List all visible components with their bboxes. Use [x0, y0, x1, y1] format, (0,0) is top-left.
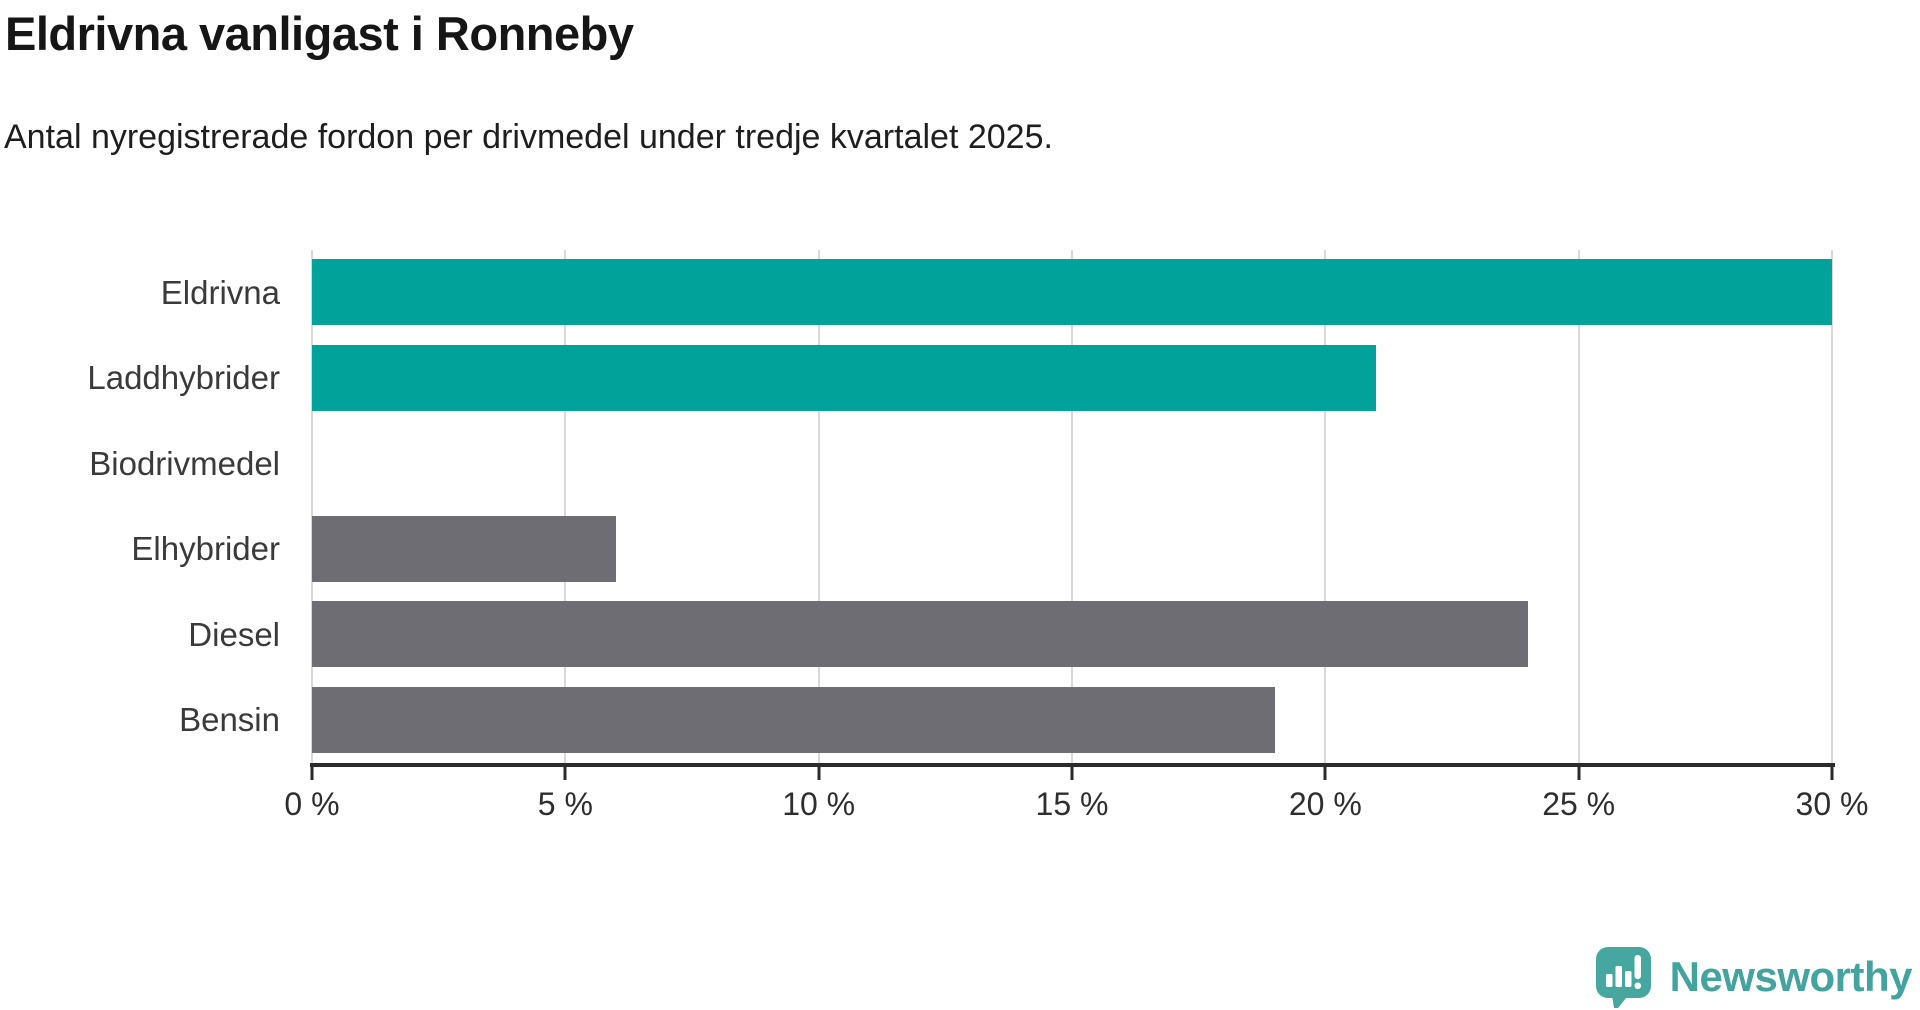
newsworthy-logo-icon: [1595, 946, 1652, 1008]
x-tick-label-5: 5 %: [537, 786, 593, 822]
category-label-laddhybrider: Laddhybrider: [87, 359, 280, 397]
x-tick-label-10: 10 %: [782, 786, 856, 822]
bar-eldrivna: [312, 259, 1832, 325]
gridline-20: [1324, 250, 1327, 763]
x-axis-line: [310, 763, 1835, 767]
bar-diesel: [312, 601, 1528, 667]
category-label-bensin: Bensin: [179, 701, 280, 739]
category-label-eldrivna: Eldrivna: [160, 273, 280, 311]
category-label-elhybrider: Elhybrider: [131, 530, 280, 568]
x-tick-label-0: 0 %: [284, 786, 340, 822]
x-tick-10: [817, 767, 821, 780]
gridline-5: [564, 250, 567, 763]
category-label-biodrivmedel: Biodrivmedel: [89, 444, 280, 482]
gridline-0: [311, 250, 313, 763]
gridline-30: [1831, 250, 1833, 763]
bar-laddhybrider: [312, 344, 1376, 411]
x-tick-label-30: 30 %: [1795, 786, 1869, 822]
x-tick-label-15: 15 %: [1035, 786, 1109, 822]
newsworthy-logo-text: Newsworthy: [1669, 953, 1913, 1000]
chart-subtitle: Antal nyregistrerade fordon per drivmede…: [4, 118, 1053, 156]
chart-title: Eldrivna vanligast i Ronneby: [5, 7, 634, 60]
x-tick-label-20: 20 %: [1288, 786, 1362, 822]
plot-area: [311, 250, 1833, 763]
bar-elhybrider: [312, 515, 616, 582]
x-tick-label-25: 25 %: [1542, 786, 1616, 822]
x-tick-25: [1577, 767, 1581, 780]
gridline-15: [1071, 250, 1073, 763]
category-axis: Eldrivna Laddhybrider Biodrivmedel Elhybrid…: [0, 250, 296, 763]
x-tick-5: [563, 767, 567, 780]
x-tick-15: [1070, 767, 1074, 780]
x-tick-30: [1830, 767, 1834, 780]
x-tick-20: [1323, 767, 1327, 780]
newsworthy-logo: Newsworthy: [1595, 946, 1913, 1008]
gridline-25: [1577, 250, 1580, 763]
category-label-diesel: Diesel: [188, 615, 280, 653]
x-tick-0: [310, 767, 314, 780]
bar-bensin: [312, 686, 1275, 753]
gridline-10: [817, 250, 820, 763]
